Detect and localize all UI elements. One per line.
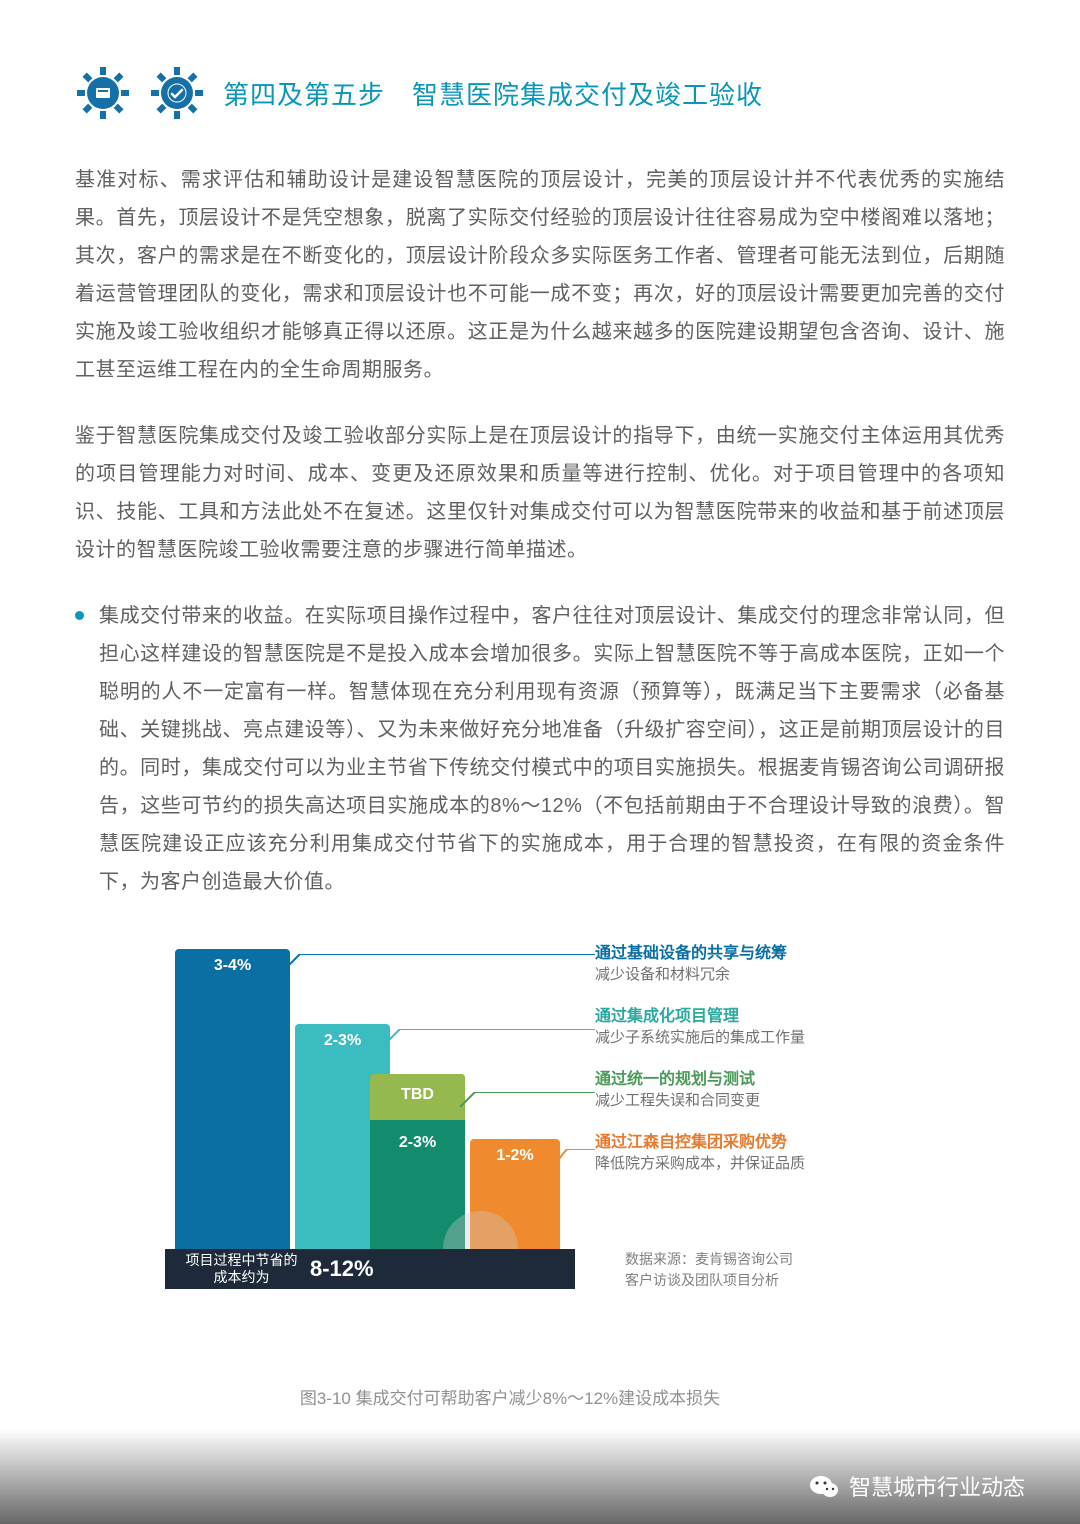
chart-source: 数据来源：麦肯锡咨询公司 客户访谈及团队项目分析 — [625, 1249, 793, 1291]
baseline-text: 项目过程中节省的成本约为 — [165, 1252, 300, 1286]
callout-title: 通过基础设备的共享与统筹 — [595, 939, 995, 963]
section-title: 第四及第五步 智慧医院集成交付及竣工验收 — [223, 75, 763, 112]
footer-text: 智慧城市行业动态 — [849, 1470, 1025, 1502]
chart-bar: 3-4% — [175, 949, 290, 1249]
bar-label: 2-3% — [370, 1134, 465, 1152]
leader-line — [555, 1149, 595, 1171]
wechat-icon — [809, 1473, 839, 1499]
callout-title: 通过统一的规划与测试 — [595, 1065, 995, 1089]
chart-callouts: 通过基础设备的共享与统筹 减少设备和材料冗余 通过集成化项目管理 减少子系统实施… — [595, 939, 995, 1191]
callout-sub: 减少工程失误和合同变更 — [595, 1089, 995, 1110]
bar-label: 1-2% — [470, 1139, 560, 1165]
bar-label: 2-3% — [295, 1024, 390, 1050]
callout-title: 通过江森自控集团采购优势 — [595, 1128, 995, 1152]
bullet-item: 集成交付带来的收益。在实际项目操作过程中，客户往往对顶层设计、集成交付的理念非常… — [75, 597, 1005, 901]
callout-sub: 减少设备和材料冗余 — [595, 963, 995, 984]
leader-line — [385, 1029, 595, 1054]
callout-sub: 减少子系统实施后的集成工作量 — [595, 1026, 995, 1047]
cost-savings-chart: 3-4% 2-3% TBD 2-3% 1-2% 项目过程中节省的成本约为 8-1… — [165, 949, 985, 1349]
source-line: 客户访谈及团队项目分析 — [625, 1270, 793, 1291]
baseline-pct: 8-12% — [310, 1256, 374, 1282]
bar-label: TBD — [370, 1074, 465, 1104]
callout-sub: 降低院方采购成本，并保证品质 — [595, 1152, 995, 1173]
footer-watermark: 智慧城市行业动态 — [0, 1429, 1080, 1524]
source-line: 数据来源：麦肯锡咨询公司 — [625, 1249, 793, 1270]
section-header: 第四及第五步 智慧医院集成交付及竣工验收 — [75, 65, 1005, 121]
figure-caption: 图3-10 集成交付可帮助客户减少8%～12%建设成本损失 — [75, 1384, 1005, 1409]
paragraph: 鉴于智慧医院集成交付及竣工验收部分实际上是在顶层设计的指导下，由统一实施交付主体… — [75, 417, 1005, 569]
paragraph: 基准对标、需求评估和辅助设计是建设智慧医院的顶层设计，完美的顶层设计并不代表优秀… — [75, 161, 1005, 389]
chart-baseline: 项目过程中节省的成本约为 8-12% — [165, 1249, 575, 1289]
chart-bar: TBD 2-3% — [370, 1074, 465, 1249]
callout: 通过江森自控集团采购优势 降低院方采购成本，并保证品质 — [595, 1128, 995, 1173]
callout-title: 通过集成化项目管理 — [595, 1002, 995, 1026]
callout: 通过集成化项目管理 减少子系统实施后的集成工作量 — [595, 1002, 995, 1047]
leader-line — [285, 954, 595, 984]
bar-label: 3-4% — [175, 949, 290, 975]
bullet-dot-icon — [75, 611, 84, 620]
callout: 通过基础设备的共享与统筹 减少设备和材料冗余 — [595, 939, 995, 984]
leader-line — [460, 1092, 595, 1114]
gear-icon — [75, 65, 131, 121]
callout: 通过统一的规划与测试 减少工程失误和合同变更 — [595, 1065, 995, 1110]
gear-icon — [149, 65, 205, 121]
bullet-text: 集成交付带来的收益。在实际项目操作过程中，客户往往对顶层设计、集成交付的理念非常… — [99, 597, 1005, 901]
